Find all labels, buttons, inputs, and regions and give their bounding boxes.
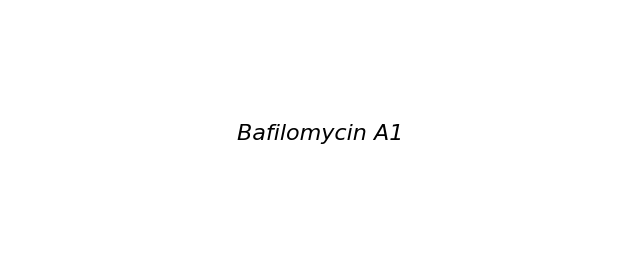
Text: Bafilomycin A1: Bafilomycin A1 bbox=[237, 124, 403, 143]
